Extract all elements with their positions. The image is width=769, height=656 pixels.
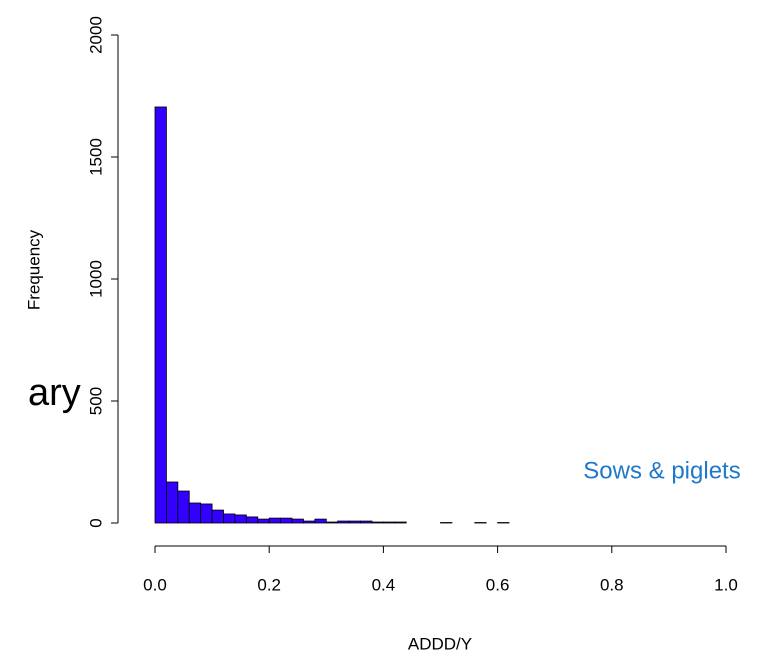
- bar: [200, 503, 213, 524]
- bar: [154, 106, 167, 524]
- y-tick-label: 1500: [86, 138, 105, 176]
- x-tick-label: 0.2: [257, 575, 281, 594]
- y-tick-label: 500: [86, 387, 105, 415]
- x-axis-label: ADDD/Y: [408, 634, 472, 653]
- bar: [360, 520, 373, 524]
- bar: [348, 520, 361, 524]
- y-tick-label: 0: [86, 518, 105, 527]
- bar: [268, 517, 282, 524]
- bar: [291, 518, 304, 524]
- x-tick-label: 0.6: [486, 575, 510, 594]
- bar: [280, 517, 293, 524]
- y-axis-label: Frequency: [24, 229, 43, 310]
- bar: [325, 521, 339, 524]
- bar: [394, 521, 407, 524]
- x-tick-label: 0.8: [600, 575, 624, 594]
- bar: [234, 514, 247, 524]
- slide-text: ary: [28, 372, 81, 414]
- annotation: Sows & piglets: [583, 457, 740, 484]
- y-tick-label: 2000: [86, 16, 105, 54]
- bar: [382, 521, 396, 524]
- bar: [257, 518, 270, 524]
- bar: [314, 518, 327, 524]
- bar: [371, 521, 384, 524]
- bar: [337, 520, 350, 524]
- x-tick-label: 0.0: [143, 575, 167, 594]
- bar: [177, 490, 190, 524]
- bar: [245, 516, 259, 524]
- bar: [166, 481, 179, 524]
- bar: [211, 509, 224, 524]
- x-tick-label: 1.0: [714, 575, 738, 594]
- x-tick-label: 0.4: [372, 575, 396, 594]
- bar: [188, 502, 202, 524]
- bar: [223, 513, 236, 524]
- y-tick-label: 1000: [86, 260, 105, 298]
- bar: [303, 520, 316, 524]
